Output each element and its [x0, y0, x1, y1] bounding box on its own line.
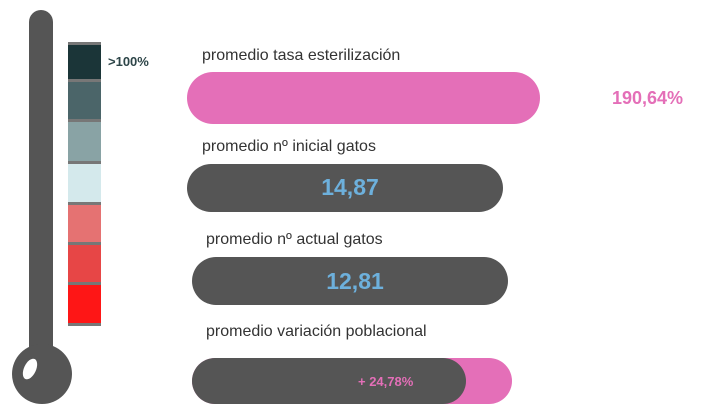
metric-value: + 24,78%	[358, 374, 414, 389]
scale-swatch	[68, 45, 101, 82]
scale-label: >100%	[108, 54, 149, 69]
scale-swatch	[68, 245, 101, 285]
thermometer-bulb	[12, 344, 72, 404]
metric-label: promedio nº actual gatos	[206, 231, 383, 248]
metric-bar	[192, 257, 508, 305]
metric-bar	[187, 72, 540, 124]
metric-value: 14,87	[321, 174, 379, 200]
thermometer-tube	[29, 10, 53, 360]
scale-swatch	[68, 122, 101, 164]
scale-top	[68, 42, 101, 45]
metric-label: promedio variación poblacional	[206, 323, 427, 340]
metric-label: promedio nº inicial gatos	[202, 138, 376, 155]
metric-bar	[192, 358, 466, 404]
metric-value: 190,64%	[612, 88, 684, 108]
metric-bar	[187, 164, 503, 212]
scale-swatch	[68, 164, 101, 205]
scale-swatch	[68, 205, 101, 245]
scale-swatch	[68, 82, 101, 122]
metric-label: promedio tasa esterilización	[202, 47, 401, 64]
scale-swatch	[68, 285, 101, 326]
metric-value: 12,81	[326, 268, 384, 294]
